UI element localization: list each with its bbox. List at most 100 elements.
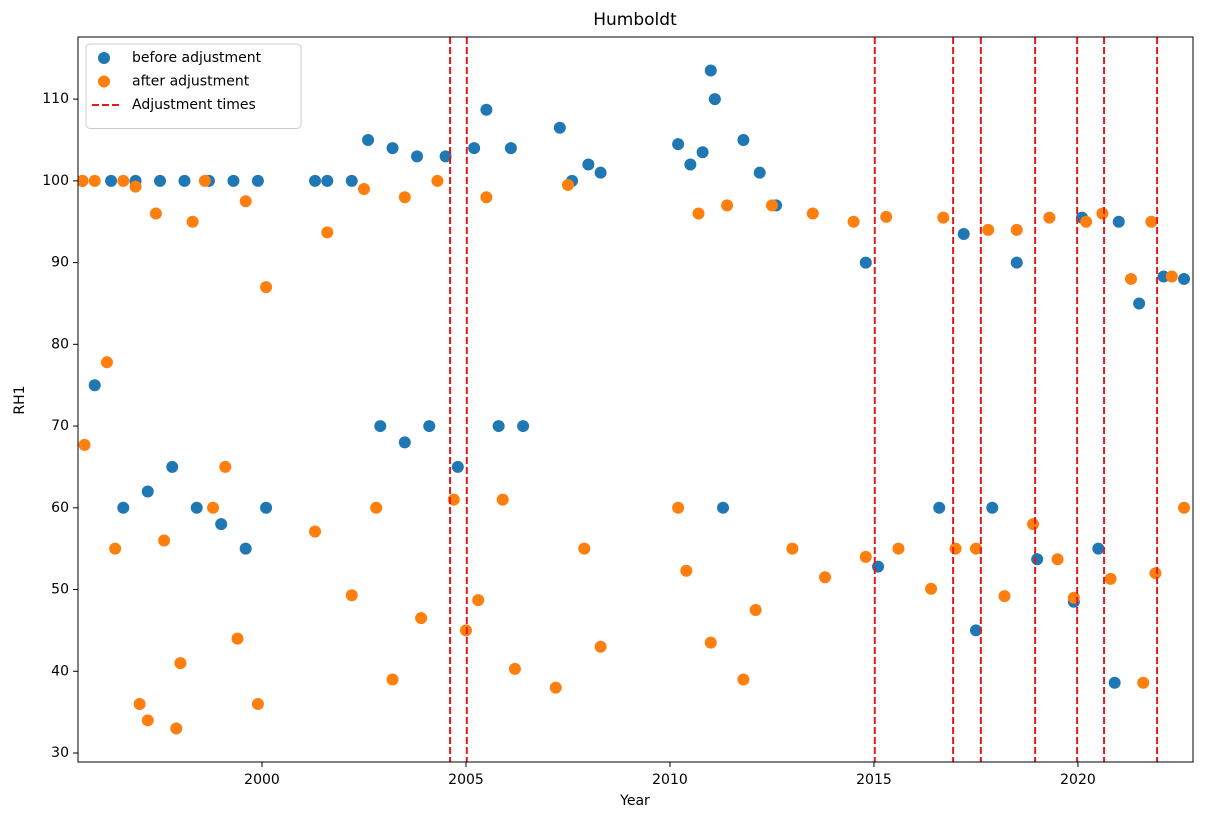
data-point [186,215,199,228]
data-point [1080,215,1093,228]
data-point [386,142,399,155]
data-point [582,158,595,171]
data-point [158,534,171,547]
data-point [937,211,950,224]
legend-marker [98,75,110,88]
data-point [508,662,521,675]
data-point [451,460,464,473]
data-point [594,166,607,179]
data-point [1137,676,1150,689]
data-point [847,215,860,228]
y-tick-label: 110 [42,91,69,107]
data-point [411,150,424,163]
x-tick-label: 2010 [652,772,688,788]
x-tick-label: 2020 [1060,772,1096,788]
data-point [386,673,399,686]
data-point [321,174,334,187]
data-point [1178,501,1191,514]
data-point [1112,215,1125,228]
data-point [141,485,154,498]
data-point [549,681,562,694]
data-point [166,460,179,473]
data-point [198,174,211,187]
y-tick-label: 30 [51,745,69,761]
data-point [1031,553,1044,566]
legend: before adjustment after adjustment Adjustm… [85,43,302,129]
data-point [708,93,721,106]
y-tick-label: 50 [51,582,69,598]
data-point [969,542,982,555]
data-point [415,612,428,625]
data-point [154,174,167,187]
legend-label: Adjustment times [132,97,256,113]
data-point [1096,207,1109,220]
data-point [1043,211,1056,224]
data-point [680,564,693,577]
data-point [492,420,505,433]
data-point [88,174,101,187]
data-point [78,438,91,451]
data-point [190,501,203,514]
data-point [504,142,517,155]
data-point [309,525,322,538]
axes-frame [77,36,1194,763]
axes: 30 40 50 60 70 80 90 100 110 2000 2005 2010 2015 2020 [42,36,1194,788]
x-tick-label: 2015 [856,772,892,788]
data-point [1010,256,1023,269]
data-point [239,542,252,555]
data-point [986,501,999,514]
data-point [749,603,762,616]
data-point [260,501,273,514]
y-tick-label: 80 [51,336,69,352]
data-point [1027,518,1040,531]
x-tick-label: 2000 [244,772,280,788]
data-point [704,636,717,649]
chart-title: Humboldt [593,10,677,30]
data-point [1178,272,1191,285]
data-point [1104,572,1117,585]
data-point [859,550,872,563]
data-point [133,697,146,710]
data-point [398,191,411,204]
data-point [345,174,358,187]
legend-label: after adjustment [132,74,250,90]
data-point [957,227,970,240]
data-point [704,64,717,77]
data-point [496,493,509,506]
data-point [561,178,574,191]
legend-box [85,43,302,129]
data-point [117,174,130,187]
data-point [969,624,982,637]
plot-area [78,37,1191,762]
data-point [215,518,228,531]
y-tick-label: 60 [51,500,69,516]
data-point [880,210,893,223]
data-point [692,207,705,220]
data-point [362,133,375,146]
data-point [468,142,481,155]
data-point [109,542,122,555]
data-point [753,166,766,179]
y-tick-label: 90 [51,255,69,271]
data-point [925,582,938,595]
y-tick-label: 70 [51,418,69,434]
data-point [721,199,734,212]
data-point [239,195,252,208]
data-point [345,589,358,602]
data-point [117,501,130,514]
data-point [207,501,220,514]
data-point [517,420,530,433]
data-point [170,722,183,735]
y-tick-label: 100 [42,173,69,189]
data-point [1133,297,1146,310]
data-point [819,571,832,584]
data-point [982,223,995,236]
data-point [717,501,730,514]
data-point [737,133,750,146]
data-point [129,180,142,193]
data-point [672,501,685,514]
data-point [251,174,264,187]
data-point [1165,270,1178,283]
